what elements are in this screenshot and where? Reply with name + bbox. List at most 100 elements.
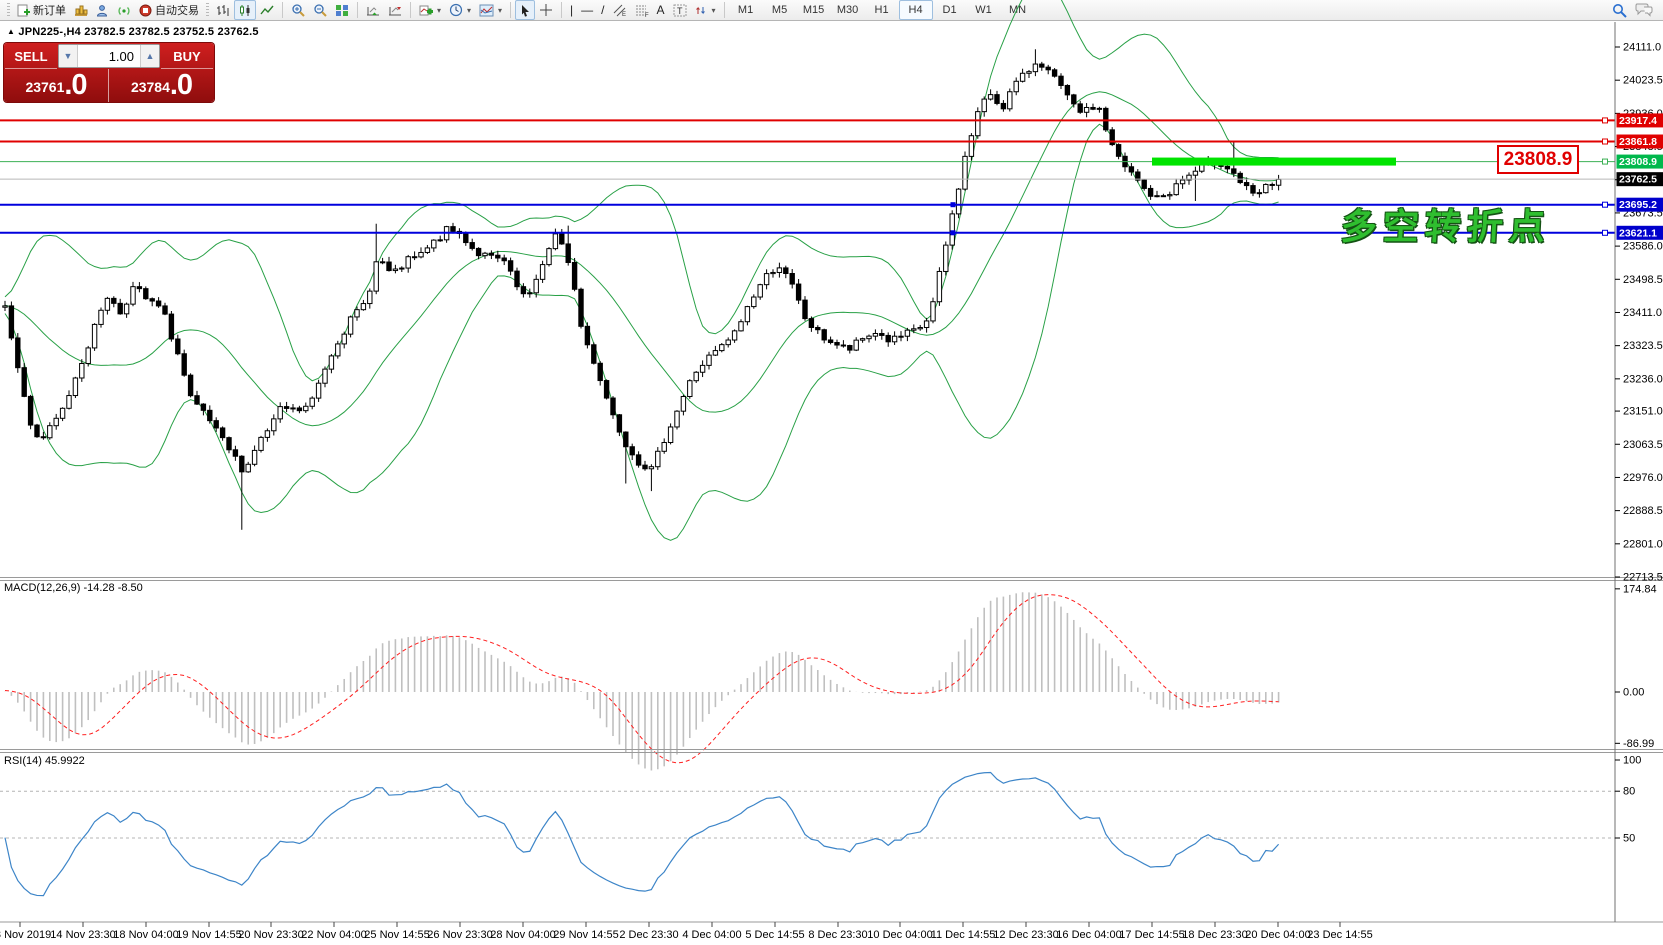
sell-price-frac: .0 bbox=[64, 69, 87, 101]
svg-text:22976.0: 22976.0 bbox=[1623, 472, 1663, 484]
macd-label: MACD(12,26,9) -14.28 -8.50 bbox=[4, 582, 143, 594]
dropdown-arrow-icon: ▾ bbox=[498, 5, 503, 15]
one-click-trade-panel: SELL ▼ 1.00 ▲ BUY 23761 .0 23784 .0 bbox=[4, 43, 214, 102]
buy-button[interactable]: BUY bbox=[161, 44, 213, 69]
market-watch-button[interactable] bbox=[70, 0, 92, 20]
new-order-button[interactable]: 新订单 bbox=[13, 0, 70, 20]
tf-button-H1[interactable]: H1 bbox=[874, 4, 889, 16]
tf-button-H4[interactable]: H4 bbox=[898, 0, 933, 20]
label-tool[interactable]: T bbox=[669, 0, 691, 20]
sell-price[interactable]: 23761 .0 bbox=[4, 69, 109, 102]
vertical-line-tool[interactable]: | bbox=[566, 0, 577, 20]
signals-button[interactable] bbox=[113, 0, 135, 20]
template-icon bbox=[479, 4, 494, 16]
price-axis[interactable]: 24111.024023.523936.023848.523761.023673… bbox=[0, 22, 1663, 923]
rsi-pane[interactable] bbox=[0, 771, 1615, 897]
chart-shift-button[interactable] bbox=[384, 0, 406, 20]
indicators-button[interactable]: ▾ bbox=[415, 0, 445, 20]
svg-text:F: F bbox=[645, 13, 649, 17]
buy-price[interactable]: 23784 .0 bbox=[109, 69, 214, 102]
svg-text:18 Dec 23:30: 18 Dec 23:30 bbox=[1182, 929, 1247, 941]
zoom-out-button[interactable] bbox=[309, 0, 331, 20]
auto-scroll-button[interactable] bbox=[362, 0, 384, 20]
channel-icon: E bbox=[613, 4, 626, 17]
autotrading-button[interactable]: 自动交易 bbox=[135, 0, 203, 20]
line-chart-mode-button[interactable] bbox=[256, 0, 278, 20]
label-icon: T bbox=[673, 4, 687, 16]
periods-button[interactable]: ▾ bbox=[445, 0, 475, 20]
volume-value[interactable]: 1.00 bbox=[108, 48, 134, 64]
horizontal-line-tool[interactable]: — bbox=[577, 0, 597, 20]
channel-tool[interactable]: E bbox=[609, 0, 631, 20]
chat-icon[interactable] bbox=[1635, 3, 1653, 17]
rsi-label: RSI(14) 45.9922 bbox=[4, 755, 85, 767]
svg-text:25 Nov 14:55: 25 Nov 14:55 bbox=[364, 929, 429, 941]
turning-point-text[interactable]: 多空转折点 bbox=[1339, 206, 1552, 247]
sell-button[interactable]: SELL bbox=[5, 44, 57, 69]
symbol-info-bar[interactable]: ▲ JPN225-,H4 23782.5 23782.5 23752.5 237… bbox=[7, 26, 259, 38]
collapse-marker-icon[interactable]: ▲ bbox=[7, 27, 16, 36]
buy-price-main: 23784 bbox=[130, 79, 170, 95]
volume-stepper[interactable]: ▼ 1.00 ▲ bbox=[58, 44, 160, 68]
tf-button-MN[interactable]: MN bbox=[1008, 4, 1027, 16]
cursor-tool-button[interactable] bbox=[515, 0, 536, 20]
tf-button-M30[interactable]: M30 bbox=[836, 4, 859, 16]
svg-text:24023.5: 24023.5 bbox=[1623, 75, 1663, 87]
svg-text:19 Nov 14:55: 19 Nov 14:55 bbox=[176, 929, 241, 941]
crosshair-tool-button[interactable] bbox=[535, 0, 557, 20]
svg-text:17 Dec 14:55: 17 Dec 14:55 bbox=[1119, 929, 1184, 941]
svg-text:18 Nov 04:00: 18 Nov 04:00 bbox=[113, 929, 178, 941]
svg-text:174.84: 174.84 bbox=[1623, 583, 1657, 595]
signal-icon bbox=[118, 6, 130, 15]
toolbar-grip[interactable] bbox=[7, 3, 10, 17]
tf-button-M15[interactable]: M15 bbox=[802, 4, 825, 16]
search-icon[interactable] bbox=[1612, 3, 1627, 18]
profile-button[interactable] bbox=[92, 0, 113, 20]
horizontal-level-lines[interactable] bbox=[0, 117, 1615, 236]
svg-text:23861.8: 23861.8 bbox=[1619, 136, 1657, 148]
clock-icon bbox=[449, 3, 463, 17]
trendline-tool[interactable]: / bbox=[597, 0, 608, 20]
main-toolbar: 新订单 自动交易 bbox=[0, 0, 1663, 21]
macd-pane[interactable] bbox=[4, 592, 1280, 771]
svg-text:2 Dec 23:30: 2 Dec 23:30 bbox=[619, 929, 678, 941]
ohlc-close: 23762.5 bbox=[217, 26, 259, 38]
dropdown-arrow-icon: ▾ bbox=[467, 5, 472, 15]
autotrading-icon bbox=[139, 4, 152, 16]
zoom-in-button[interactable] bbox=[287, 0, 309, 20]
svg-text:T: T bbox=[677, 6, 683, 16]
line-chart-icon bbox=[260, 5, 274, 14]
arrows-icon bbox=[695, 6, 705, 14]
svg-text:23063.5: 23063.5 bbox=[1623, 439, 1663, 451]
svg-text:8 Dec 23:30: 8 Dec 23:30 bbox=[808, 929, 867, 941]
autotrading-label: 自动交易 bbox=[155, 5, 199, 17]
tf-button-D1[interactable]: D1 bbox=[942, 4, 957, 16]
bar-chart-mode-button[interactable] bbox=[212, 0, 234, 20]
price-level-box[interactable]: 23808.9 bbox=[1497, 145, 1579, 174]
templates-button[interactable]: ▾ bbox=[475, 0, 506, 20]
candlestick-mode-button[interactable] bbox=[234, 0, 256, 20]
svg-text:13 Nov 2019: 13 Nov 2019 bbox=[0, 929, 51, 941]
svg-text:23411.0: 23411.0 bbox=[1623, 307, 1662, 319]
svg-text:23762.5: 23762.5 bbox=[1619, 174, 1657, 186]
ohlc-open: 23782.5 bbox=[84, 26, 126, 38]
tf-button-M5[interactable]: M5 bbox=[771, 4, 788, 16]
text-tool[interactable]: A bbox=[653, 0, 669, 20]
ohlc-low: 23752.5 bbox=[173, 26, 215, 38]
arrows-tool[interactable]: ▾ bbox=[691, 0, 720, 20]
fibonacci-tool[interactable]: F bbox=[631, 0, 653, 20]
volume-down-icon[interactable]: ▼ bbox=[59, 45, 78, 67]
svg-text:20 Dec 04:00: 20 Dec 04:00 bbox=[1245, 929, 1310, 941]
toolbar-grip[interactable] bbox=[206, 3, 209, 17]
volume-up-icon[interactable]: ▲ bbox=[140, 45, 159, 67]
tf-button-M1[interactable]: M1 bbox=[737, 4, 754, 16]
tile-windows-button[interactable] bbox=[331, 0, 353, 20]
svg-text:24111.0: 24111.0 bbox=[1623, 42, 1661, 54]
ohlc-high: 23782.5 bbox=[128, 26, 170, 38]
tf-button-W1[interactable]: W1 bbox=[975, 4, 992, 16]
auto-scroll-icon bbox=[367, 6, 379, 15]
svg-text:11 Dec 14:55: 11 Dec 14:55 bbox=[931, 929, 996, 941]
